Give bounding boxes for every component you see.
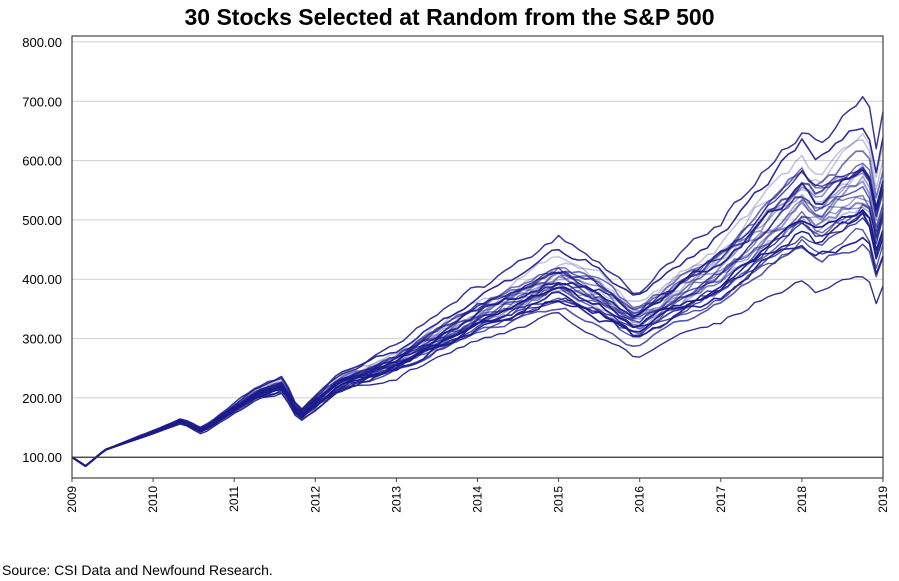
series-line-3 <box>71 139 884 467</box>
y-axis-tick-labels: 100.00 200.00 300.00 400.00 500.00 600.00 700.… <box>22 35 62 465</box>
chart-title: 30 Stocks Selected at Random from the S&… <box>184 4 715 30</box>
y-tick-label: 500.00 <box>22 213 62 228</box>
series-line-12 <box>71 164 884 467</box>
x-tick-label: 2019 <box>876 486 890 513</box>
series-line-14 <box>71 194 884 467</box>
x-tick-label: 2012 <box>308 486 322 513</box>
series-layer <box>71 95 884 468</box>
x-tick-label: 2015 <box>552 486 566 513</box>
x-tick-label: 2014 <box>471 486 485 513</box>
x-tick-label: 2011 <box>227 486 241 512</box>
source-note: Source: CSI Data and Newfound Research. <box>2 562 273 578</box>
series-line-27 <box>71 236 884 467</box>
y-tick-label: 300.00 <box>22 332 62 347</box>
x-tick-label: 2017 <box>714 486 728 513</box>
y-tick-label: 700.00 <box>22 94 62 109</box>
series-line-30 <box>71 276 884 467</box>
x-tick-label: 2009 <box>65 486 79 513</box>
series-line-4 <box>71 133 884 467</box>
y-tick-label: 800.00 <box>22 35 62 50</box>
x-tick-label: 2010 <box>146 486 160 513</box>
series-line-29 <box>71 243 884 467</box>
y-tick-label: 600.00 <box>22 154 62 169</box>
x-tick-label: 2016 <box>633 486 647 513</box>
series-line-2 <box>71 127 884 467</box>
x-axis-tick-labels: 2009 2010 2011 2012 2013 2014 2015 2016 2017 2018… <box>65 478 890 513</box>
y-tick-label: 400.00 <box>22 272 62 287</box>
series-line-1 <box>71 95 884 467</box>
x-tick-label: 2018 <box>795 486 809 513</box>
y-tick-label: 100.00 <box>22 450 62 465</box>
x-tick-label: 2013 <box>389 486 403 513</box>
series-line-13 <box>71 175 884 467</box>
y-tick-label: 200.00 <box>22 391 62 406</box>
